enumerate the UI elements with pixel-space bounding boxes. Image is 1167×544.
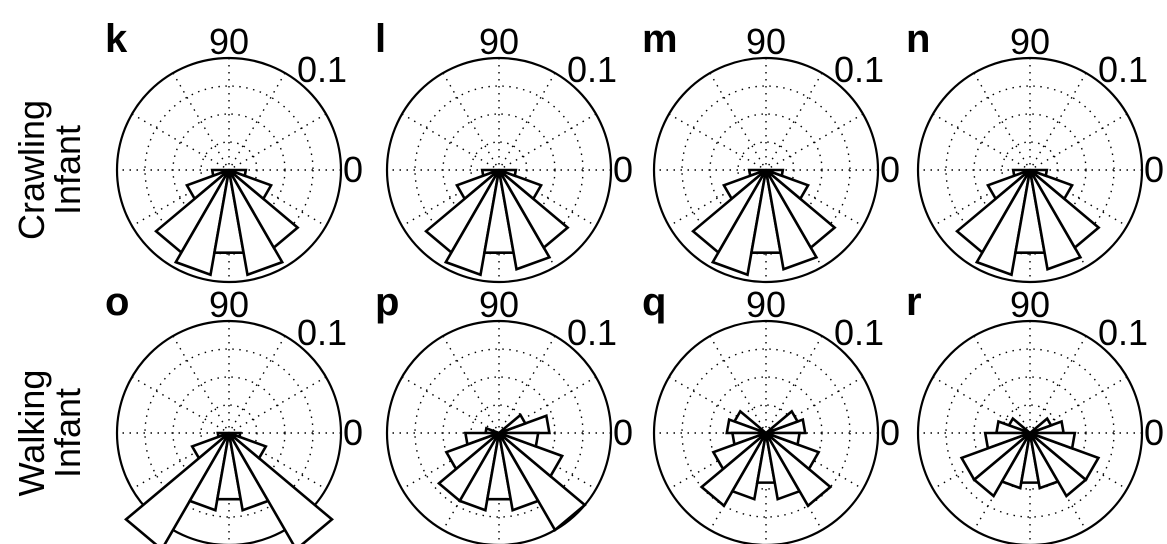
row-label-0-line-0: Crawling — [11, 100, 52, 240]
radius-label: 0.1 — [567, 49, 617, 90]
outer-circle — [385, 319, 613, 544]
angle-label-0: 0 — [1144, 149, 1164, 190]
outer-circle — [652, 319, 880, 544]
angle-label-0: 0 — [613, 149, 633, 190]
petal-330deg — [1029, 168, 1075, 201]
panel-p: p 90 0.1 0 — [375, 280, 633, 544]
radius-label: 0.1 — [297, 312, 347, 353]
angle-label-0: 0 — [343, 412, 363, 453]
angle-label-90: 90 — [479, 21, 519, 62]
angle-label-0: 0 — [1144, 412, 1164, 453]
angle-label-0: 0 — [343, 149, 363, 190]
panel-letter: q — [642, 280, 666, 324]
row-label-1-line-1: Infant — [47, 388, 88, 478]
panel-k: k 90 0.1 0 — [105, 17, 363, 284]
radius-label: 0.1 — [1098, 312, 1148, 353]
petal-350deg — [498, 168, 518, 178]
outer-circle — [115, 56, 343, 284]
petal-350deg — [765, 431, 802, 447]
angle-label-90: 90 — [1010, 21, 1050, 62]
radius-label: 0.1 — [567, 312, 617, 353]
petal-350deg — [498, 431, 540, 449]
outer-circle — [916, 56, 1144, 284]
petal-350deg — [228, 431, 242, 439]
panel-letter: p — [375, 280, 399, 324]
radius-label: 0.1 — [834, 49, 884, 90]
angle-label-90: 90 — [209, 21, 249, 62]
petal-350deg — [228, 168, 248, 178]
angle-label-90: 90 — [746, 21, 786, 62]
panel-o: o 90 0.1 0 — [105, 280, 363, 544]
angle-label-90: 90 — [1010, 284, 1050, 325]
angle-label-0: 0 — [613, 412, 633, 453]
outer-circle — [916, 319, 1144, 544]
petal-330deg — [228, 431, 268, 461]
petal-330deg — [765, 168, 811, 201]
outer-circle — [652, 56, 880, 284]
panels: k 90 0.1 0 l 90 0.1 0 m 90 0.1 0 n 90 0.1 0 o 90 0.1 0 p 90 0.… — [105, 17, 1164, 544]
angle-label-90: 90 — [479, 284, 519, 325]
outer-circle — [115, 319, 343, 544]
panel-letter: n — [906, 17, 930, 61]
petal-350deg — [1029, 168, 1049, 178]
radius-label: 0.1 — [834, 312, 884, 353]
angle-label-90: 90 — [209, 284, 249, 325]
panel-q: q 90 0.1 0 — [642, 280, 900, 544]
petal-30deg — [498, 413, 528, 435]
petal-330deg — [228, 168, 274, 201]
radius-label: 0.1 — [297, 49, 347, 90]
angle-label-90: 90 — [746, 284, 786, 325]
petal-350deg — [1029, 431, 1077, 451]
petal-350deg — [765, 168, 785, 178]
panel-l: l 90 0.1 0 — [375, 17, 633, 284]
angle-label-0: 0 — [880, 412, 900, 453]
petal-30deg — [1029, 416, 1053, 435]
panel-n: n 90 0.1 0 — [906, 17, 1164, 284]
petal-30deg — [765, 409, 800, 435]
outer-circle — [385, 56, 613, 284]
row-label-1-line-0: Walking — [11, 370, 52, 497]
petal-330deg — [498, 168, 544, 201]
panel-r: r 90 0.1 0 — [906, 280, 1164, 544]
angle-label-0: 0 — [880, 149, 900, 190]
panel-letter: r — [906, 280, 922, 324]
panel-letter: m — [642, 17, 678, 61]
panel-letter: l — [375, 17, 386, 61]
panel-letter: k — [105, 17, 128, 61]
petal-310deg — [227, 432, 334, 544]
panel-m: m 90 0.1 0 — [642, 17, 900, 284]
row-label-0-line-1: Infant — [47, 125, 88, 215]
panel-letter: o — [105, 280, 129, 324]
radius-label: 0.1 — [1098, 49, 1148, 90]
